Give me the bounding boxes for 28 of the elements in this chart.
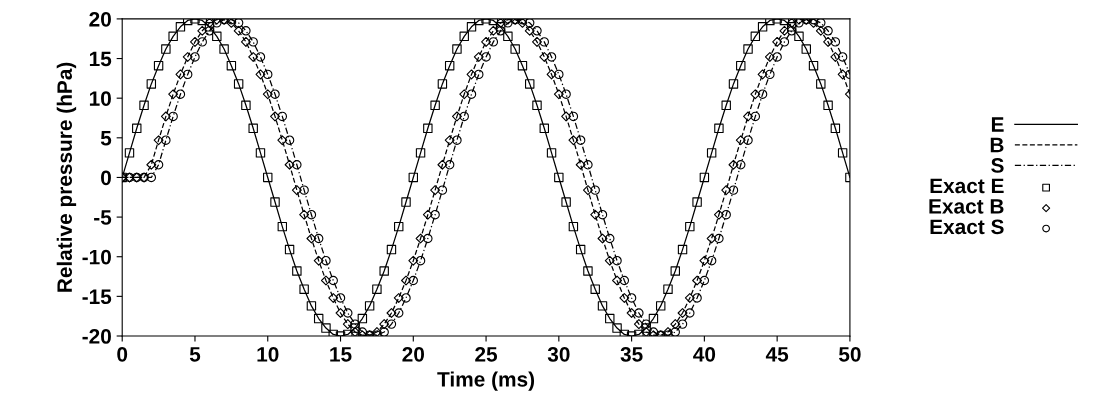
x-tick-label: 50 bbox=[838, 346, 861, 362]
y-tick-label: 10 bbox=[89, 91, 111, 106]
legend-label: S bbox=[991, 158, 1004, 173]
legend-label: Exact E bbox=[930, 178, 1004, 194]
y-tick-label: -10 bbox=[82, 249, 111, 265]
y-tick-label: -5 bbox=[94, 210, 112, 225]
legend-label: Exact B bbox=[929, 199, 1004, 214]
x-tick-label: 20 bbox=[402, 346, 425, 362]
x-tick-label: 25 bbox=[475, 346, 498, 362]
legend-label: B bbox=[990, 137, 1004, 153]
x-tick-label: 45 bbox=[765, 347, 789, 362]
x-tick-label: 0 bbox=[117, 346, 128, 362]
x-tick-label: 40 bbox=[693, 346, 716, 362]
y-axis-title: Relative pressure (hPa) bbox=[56, 62, 77, 292]
y-tick-label: -20 bbox=[82, 329, 111, 344]
x-axis-title: Time (ms) bbox=[437, 371, 535, 391]
legend-label: Exact S bbox=[930, 219, 1004, 235]
y-tick-label: 5 bbox=[100, 131, 112, 146]
x-tick-label: 15 bbox=[330, 347, 352, 362]
legend-label: E bbox=[991, 117, 1004, 132]
y-tick-label: 20 bbox=[89, 11, 111, 27]
x-tick-label: 30 bbox=[547, 346, 570, 362]
y-tick-label: -15 bbox=[82, 289, 112, 305]
x-tick-label: 10 bbox=[257, 346, 279, 362]
x-tick-label: 5 bbox=[189, 347, 201, 362]
x-tick-label: 35 bbox=[620, 346, 643, 362]
y-tick-label: 15 bbox=[89, 51, 112, 67]
y-tick-label: 0 bbox=[101, 170, 111, 186]
